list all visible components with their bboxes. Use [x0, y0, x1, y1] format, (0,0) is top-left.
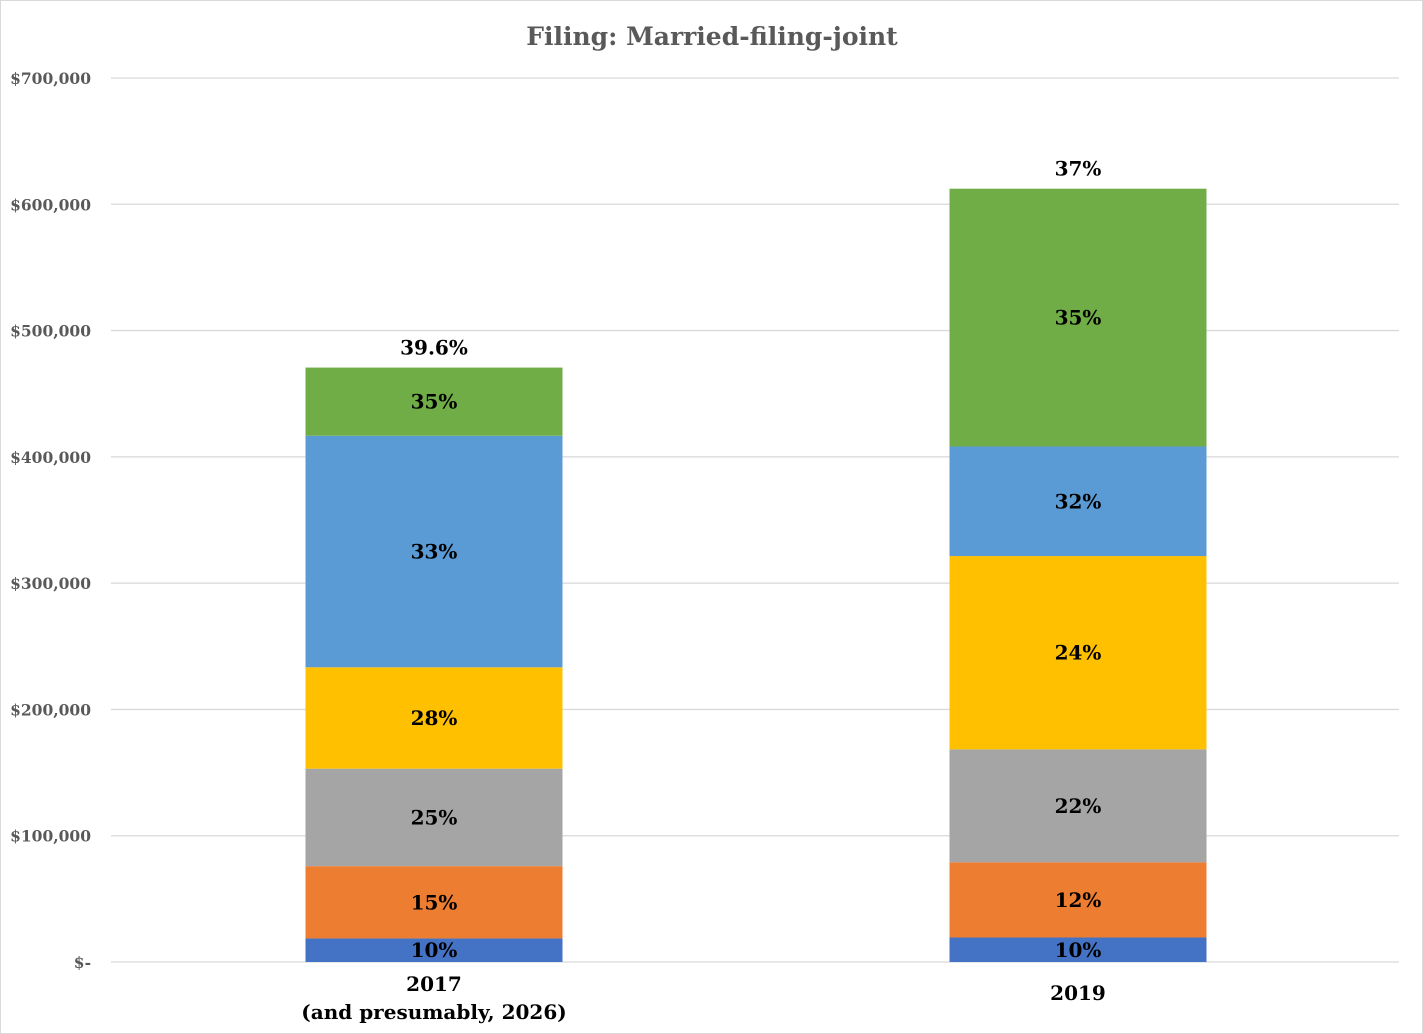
x-tick-label: 2019	[1050, 981, 1106, 1005]
bars	[305, 188, 1207, 962]
segment-label: 35%	[411, 390, 458, 414]
bar-segment	[305, 866, 563, 939]
bar-segment	[305, 435, 563, 668]
bar-segment	[305, 938, 563, 962]
bar-segment	[305, 367, 563, 436]
chart-title: Filing: Married-filing-joint	[526, 22, 898, 51]
y-tick-label: $400,000	[10, 448, 91, 467]
y-tick-label: $500,000	[10, 322, 91, 341]
bar-segment	[949, 937, 1207, 962]
segment-label: 32%	[1055, 489, 1102, 513]
segment-label: 10%	[1055, 938, 1102, 962]
segment-label: 28%	[411, 706, 458, 730]
y-tick-label: $600,000	[10, 195, 91, 214]
y-tick-label: $100,000	[10, 827, 91, 846]
bar-segment	[305, 768, 563, 867]
segment-label: 15%	[411, 890, 458, 914]
segment-label: 22%	[1055, 794, 1102, 818]
bar-segment	[949, 188, 1207, 447]
segment-label: 33%	[411, 540, 458, 564]
x-tick-label: 2017	[406, 972, 462, 996]
stack-top-label: 39.6%	[400, 336, 468, 360]
segment-label: 25%	[411, 805, 458, 829]
segment-label: 35%	[1055, 306, 1102, 330]
x-axis-tick-labels: 2017 (and presumably, 2026) 2019	[301, 972, 1106, 1024]
bar-segment	[949, 446, 1207, 557]
bar-segment	[305, 667, 563, 769]
x-tick-sublabel: (and presumably, 2026)	[301, 1000, 566, 1024]
y-tick-label: $200,000	[10, 700, 91, 719]
segment-labels: 10% 15% 25% 28% 33% 35% 39.6% 10% 12% 22% 24% 32% 35…	[400, 157, 1101, 963]
bar-segment	[949, 862, 1207, 938]
bar-segment	[949, 749, 1207, 863]
y-tick-label: $-	[74, 953, 91, 972]
y-tick-label: $700,000	[10, 69, 91, 88]
segment-label: 24%	[1055, 641, 1102, 665]
segment-label: 10%	[411, 938, 458, 962]
segment-label: 12%	[1055, 888, 1102, 912]
bar-segment	[949, 556, 1207, 750]
y-tick-label: $300,000	[10, 574, 91, 593]
stack-top-label: 37%	[1055, 157, 1102, 181]
y-axis-tick-labels: $- $100,000 $200,000 $300,000 $400,000 $500,0…	[10, 69, 91, 972]
